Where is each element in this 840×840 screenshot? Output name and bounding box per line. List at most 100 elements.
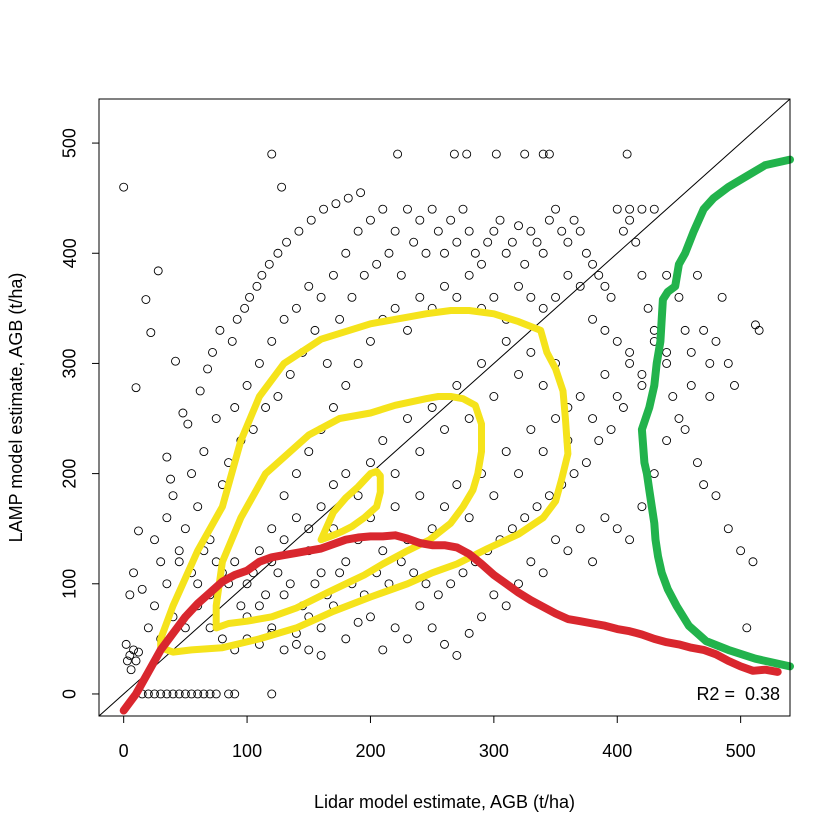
scatter-point	[514, 469, 523, 479]
red-trend-line	[119, 531, 782, 715]
scatter-point	[267, 336, 277, 346]
scatter-point	[751, 320, 760, 330]
scatter-point	[557, 226, 567, 236]
scatter-point	[649, 469, 659, 479]
scatter-point	[304, 447, 314, 457]
scatter-point	[520, 513, 530, 523]
scatter-point	[452, 650, 462, 660]
scatter-point	[384, 248, 394, 258]
scatter-point	[267, 689, 277, 699]
scatter-point	[294, 226, 304, 236]
scatter-point	[208, 347, 217, 357]
y-tick-label: 500	[60, 128, 80, 158]
scatter-point	[600, 281, 610, 291]
scatter-point	[674, 414, 684, 423]
scatter-point	[254, 546, 264, 556]
scatter-point	[306, 215, 316, 225]
scatter-point	[730, 381, 739, 390]
scatter-point	[343, 193, 353, 203]
scatter-point	[612, 336, 622, 346]
scatter-point	[662, 270, 672, 280]
scatter-point	[415, 601, 425, 611]
scatter-point	[477, 259, 486, 269]
x-tick-label: 300	[479, 741, 509, 761]
scatter-point	[526, 557, 536, 567]
scatter-point	[273, 248, 283, 258]
scatter-point	[711, 491, 721, 501]
scatter-point	[686, 347, 696, 357]
scatter-point	[544, 491, 554, 501]
scatter-point	[331, 199, 341, 209]
scatter-point	[600, 325, 610, 335]
scatter-point	[588, 314, 598, 324]
scatter-point	[403, 325, 412, 335]
scatter-point	[137, 584, 147, 594]
scatter-point	[162, 689, 172, 699]
scatter-point	[366, 215, 375, 225]
x-tick-label: 500	[726, 741, 756, 761]
scatter-point	[491, 149, 501, 159]
scatter-point	[748, 557, 758, 567]
scatter-point	[409, 568, 419, 578]
scatter-point	[378, 645, 388, 655]
scatter-point	[195, 386, 205, 396]
scatter-point	[359, 270, 369, 280]
scatter-point	[131, 383, 141, 393]
scatter-point	[699, 480, 709, 490]
scatter-point	[393, 149, 403, 159]
scatter-point	[606, 292, 616, 302]
scatter-point	[211, 689, 221, 699]
scatter-point	[285, 369, 295, 379]
scatter-point	[427, 623, 437, 633]
scatter-point	[279, 314, 289, 324]
x-tick-label: 0	[119, 741, 129, 761]
scatter-point	[489, 491, 499, 501]
scatter-point	[526, 292, 536, 302]
scatter-point	[267, 524, 277, 534]
scatter-point	[415, 292, 425, 302]
scatter-point	[366, 336, 375, 346]
scatter-point	[464, 226, 474, 236]
scatter-point	[526, 425, 536, 434]
scatter-point	[187, 469, 196, 479]
scatter-point	[563, 546, 573, 556]
scatter-point	[252, 281, 262, 291]
scatter-point	[742, 623, 752, 633]
axes: 0 100 200 300 400 500 0 100 200 300 400 500	[60, 128, 756, 761]
scatter-point	[174, 689, 184, 699]
scatter-point	[310, 579, 320, 589]
scatter-point	[464, 513, 474, 523]
x-axis-title: Lidar model estimate, AGB (t/ha)	[314, 792, 575, 812]
scatter-point	[711, 336, 721, 346]
scatter-point	[452, 480, 462, 490]
scatter-point	[224, 689, 234, 699]
y-tick-label: 100	[60, 569, 80, 599]
scatter-point	[230, 689, 240, 699]
scatter-point	[291, 469, 301, 479]
scatter-point	[674, 292, 684, 302]
scatter-point	[347, 292, 357, 302]
scatter-point	[544, 149, 554, 159]
scatter-point	[403, 634, 412, 644]
scatter-point	[168, 689, 178, 699]
scatter-point	[532, 502, 542, 512]
scatter-point	[415, 491, 425, 501]
scatter-point	[261, 403, 271, 412]
scatter-point	[415, 215, 425, 225]
scatter-point	[134, 526, 143, 536]
scatter-point	[215, 325, 225, 335]
scatter-point	[390, 502, 400, 512]
scatter-point	[356, 188, 366, 198]
scatter-point	[319, 204, 329, 214]
scatter-point	[520, 149, 530, 159]
scatter-point	[637, 204, 647, 214]
scatter-point	[551, 414, 561, 423]
scatter-point	[390, 226, 400, 236]
scatter-point	[131, 656, 141, 666]
scatter-point	[304, 524, 314, 534]
y-axis-title: LAMP model estimate, AGB (t/ha)	[6, 273, 26, 543]
scatter-point	[452, 237, 462, 247]
scatter-point	[232, 314, 242, 324]
contour-outer	[157, 307, 572, 656]
scatter-point	[588, 414, 598, 423]
